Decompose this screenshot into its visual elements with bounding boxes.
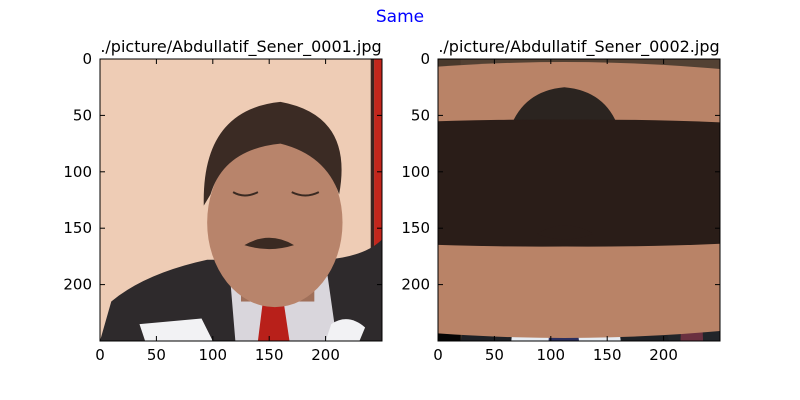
moustache bbox=[244, 237, 295, 250]
x-tick-label: 100 bbox=[198, 346, 227, 364]
x-tick-label: 150 bbox=[593, 346, 622, 364]
axes-title: ./picture/Abdullatif_Sener_0001.jpg bbox=[100, 37, 381, 57]
y-tick-label: 200 bbox=[401, 276, 430, 294]
image-2 bbox=[438, 59, 720, 341]
y-tick-label: 50 bbox=[411, 106, 430, 124]
y-tick-label: 0 bbox=[420, 50, 430, 68]
x-tick-label: 150 bbox=[255, 346, 284, 364]
axes-frame bbox=[99, 58, 383, 342]
dark-stripe bbox=[370, 59, 375, 263]
x-tick-label: 50 bbox=[485, 346, 504, 364]
paper bbox=[139, 318, 213, 341]
tie bbox=[257, 295, 290, 341]
y-tick-label: 0 bbox=[82, 50, 92, 68]
red-stripe bbox=[374, 59, 382, 251]
y-tick-label: 150 bbox=[401, 219, 430, 237]
eye-right bbox=[291, 191, 320, 197]
y-tick-label: 50 bbox=[73, 106, 92, 124]
moustache bbox=[537, 225, 594, 240]
face bbox=[207, 137, 343, 308]
image-1 bbox=[100, 59, 382, 341]
y-tick-label: 100 bbox=[401, 163, 430, 181]
x-tick-label: 200 bbox=[311, 346, 340, 364]
axes-title: ./picture/Abdullatif_Sener_0002.jpg bbox=[438, 37, 719, 57]
x-tick-label: 0 bbox=[95, 346, 105, 364]
image-panels: ./picture/Abdullatif_Sener_0001.jpg 0 50 10… bbox=[63, 37, 721, 364]
hair bbox=[203, 101, 342, 206]
y-tick-label: 100 bbox=[63, 163, 92, 181]
figure-suptitle: Same bbox=[376, 7, 424, 27]
x-tick-label: 0 bbox=[433, 346, 443, 364]
x-tick-label: 100 bbox=[536, 346, 565, 364]
eye-left bbox=[232, 191, 259, 197]
hair bbox=[503, 87, 625, 186]
paper-right bbox=[325, 319, 366, 341]
y-tick-label: 200 bbox=[63, 276, 92, 294]
y-tick-label: 150 bbox=[63, 219, 92, 237]
eye-right bbox=[438, 119, 720, 247]
x-tick-label: 50 bbox=[147, 346, 166, 364]
axes-frame bbox=[437, 58, 721, 342]
x-tick-label: 200 bbox=[649, 346, 678, 364]
